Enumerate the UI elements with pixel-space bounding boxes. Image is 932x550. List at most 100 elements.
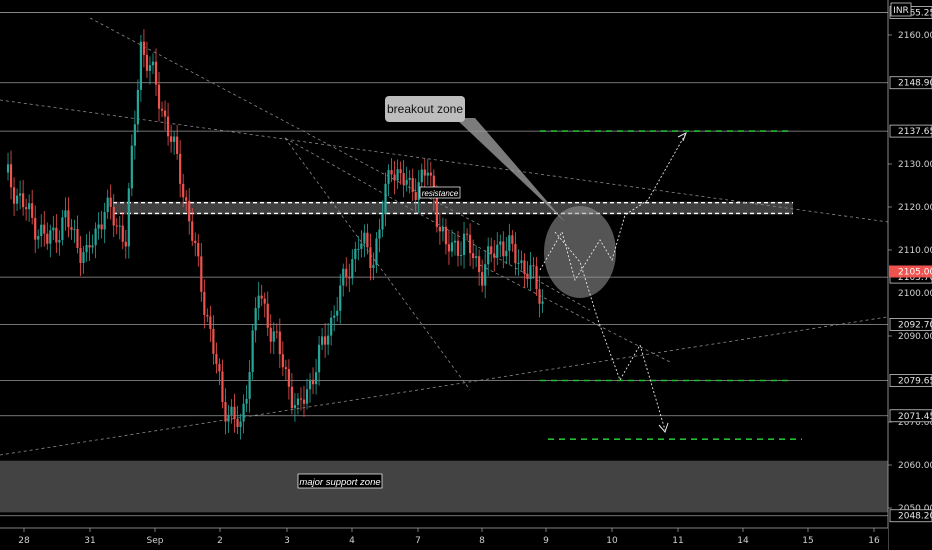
candle-body-74 (227, 414, 230, 422)
x-tick-label-7: 8 (479, 536, 485, 546)
candle-body-176 (535, 266, 538, 290)
candle-body-40 (124, 241, 127, 247)
arrow-head-up (677, 131, 687, 142)
candle-body-110 (336, 310, 339, 316)
candle-body-164 (499, 241, 502, 245)
candle-body-92 (281, 354, 284, 368)
candle-body-147 (447, 244, 451, 252)
candle-body-158 (481, 272, 484, 286)
candle-body-130 (396, 169, 399, 181)
candle-body-102 (311, 379, 315, 385)
candle-body-89 (272, 331, 275, 342)
candle-body-161 (490, 246, 493, 254)
candle-body-49 (151, 61, 155, 66)
candle-body-128 (390, 170, 393, 175)
candle-body-174 (529, 265, 532, 280)
candle-body-104 (317, 344, 321, 373)
x-tick-label-0: 28 (18, 536, 30, 546)
candle-body-11 (37, 236, 40, 240)
level-tag-2: 2137.65 (898, 127, 932, 137)
current-price-box (889, 265, 932, 278)
candle-body-68 (209, 316, 212, 329)
candle-body-148 (450, 242, 454, 252)
candle-body-93 (284, 367, 287, 370)
candle-body-28 (88, 245, 91, 248)
candle-body-66 (203, 291, 206, 315)
candle-body-142 (432, 175, 435, 198)
trend-line-1 (0, 99, 932, 229)
candle-body-62 (191, 221, 194, 241)
x-tick-label-9: 10 (606, 536, 618, 546)
candle-body-42 (130, 145, 133, 189)
candle-body-135 (411, 177, 414, 193)
candle-body-77 (236, 419, 239, 428)
currency-badge: INR (893, 6, 909, 16)
level-tag-box-1 (889, 76, 932, 90)
candle-body-34 (106, 197, 109, 213)
candle-body-14 (46, 233, 49, 244)
candle-body-35 (109, 197, 112, 207)
candle-body-67 (206, 314, 209, 317)
x-tick-label-5: 4 (349, 536, 355, 546)
candle-body-69 (212, 328, 215, 354)
candle-body-122 (372, 264, 375, 268)
candle-body-9 (31, 203, 34, 218)
candle-body-96 (293, 405, 297, 409)
candle-body-48 (148, 65, 152, 71)
current-price-tag: 2105.00 (898, 268, 932, 278)
candle-body-54 (166, 116, 170, 137)
candle-body-29 (91, 245, 94, 248)
candle-body-152 (462, 233, 466, 256)
candle-body-20 (64, 210, 67, 218)
candle-body-17 (55, 227, 58, 243)
candle-body-37 (115, 225, 118, 227)
candle-body-88 (269, 327, 272, 342)
candle-body-155 (472, 253, 475, 259)
resistance-label-box (419, 186, 461, 199)
candle-body-127 (387, 170, 390, 184)
x-tick-label-1: 31 (84, 536, 95, 546)
candle-body-82 (251, 330, 254, 373)
candle-body-72 (221, 371, 224, 403)
candle-body-156 (475, 256, 478, 259)
candle-body-107 (327, 335, 330, 345)
candle-body-153 (465, 233, 469, 235)
candle-body-129 (393, 174, 396, 181)
candle-body-143 (435, 197, 438, 227)
candle-body-6 (22, 193, 25, 208)
candle-body-83 (254, 308, 257, 331)
candle-body-115 (351, 259, 354, 279)
candle-body-90 (275, 331, 278, 333)
candle-body-18 (58, 240, 61, 243)
candle-body-145 (441, 226, 444, 232)
x-tick-label-11: 14 (737, 536, 749, 546)
support-label: major support zone (299, 477, 380, 488)
candle-body-157 (478, 256, 481, 273)
candle-body-52 (160, 108, 164, 111)
candle-body-101 (308, 379, 312, 390)
candle-body-123 (375, 238, 378, 265)
candle-body-30 (94, 228, 97, 246)
x-tick-label-4: 3 (284, 536, 290, 546)
candle-body-46 (142, 41, 146, 55)
candle-body-10 (34, 217, 37, 240)
candle-body-84 (257, 295, 260, 309)
candle-body-64 (197, 242, 200, 257)
y-tick-label-7: 2050.00 (898, 504, 932, 514)
candle-body-51 (157, 84, 161, 109)
currency-badge-box (890, 2, 912, 17)
candle-body-151 (459, 255, 463, 257)
level-tag-box-5 (889, 374, 932, 387)
candle-body-162 (493, 253, 496, 258)
y-tick-label-2: 2120.00 (898, 203, 932, 213)
x-tick-label-13: 16 (868, 536, 880, 546)
candle-body-41 (127, 188, 130, 247)
candle-body-60 (185, 197, 188, 201)
y-tick-label-5: 2070.00 (898, 418, 932, 428)
support-label-box (297, 473, 383, 489)
candle-body-22 (70, 227, 73, 230)
candle-body-144 (438, 226, 441, 232)
candle-body-141 (429, 172, 432, 176)
candle-body-95 (290, 386, 293, 409)
